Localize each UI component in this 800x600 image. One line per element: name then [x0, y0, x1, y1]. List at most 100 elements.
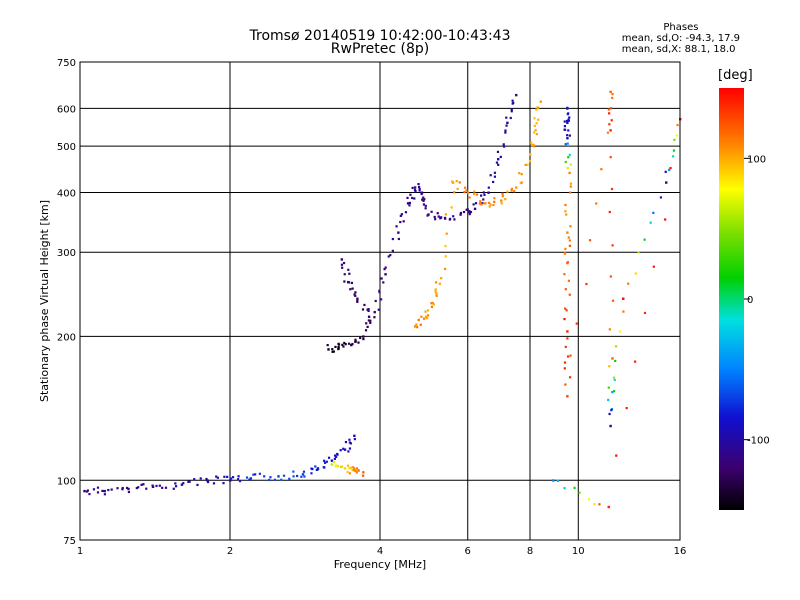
data-point: [384, 266, 387, 269]
data-point: [568, 244, 571, 247]
data-point: [509, 116, 512, 120]
data-point: [664, 218, 667, 221]
data-point: [158, 484, 161, 487]
data-point: [389, 254, 392, 257]
data-point: [342, 261, 346, 265]
data-point: [369, 319, 372, 322]
data-point: [431, 301, 434, 305]
data-point: [205, 477, 208, 481]
data-point: [564, 288, 567, 291]
data-point: [248, 478, 251, 481]
data-point: [423, 198, 426, 201]
data-point: [406, 202, 410, 205]
data-point: [473, 192, 476, 196]
data-point: [354, 338, 357, 341]
data-point: [344, 343, 347, 346]
data-point: [535, 108, 538, 111]
data-point: [489, 203, 492, 206]
data-point: [196, 483, 199, 487]
data-point: [268, 478, 271, 482]
data-point: [430, 305, 434, 308]
data-point: [277, 475, 280, 478]
data-point: [96, 491, 100, 494]
data-point: [434, 290, 437, 293]
data-point: [355, 471, 358, 474]
data-point: [608, 365, 611, 368]
data-point: [563, 367, 566, 370]
data-point: [229, 477, 233, 480]
data-point: [526, 163, 529, 166]
data-point: [424, 315, 428, 318]
x-axis-label: Frequency [MHz]: [334, 558, 426, 571]
data-point: [669, 167, 672, 170]
data-point: [422, 199, 425, 202]
data-point: [499, 155, 502, 159]
data-point: [353, 469, 356, 472]
data-point: [411, 186, 414, 190]
data-point: [439, 216, 443, 219]
data-point: [373, 310, 376, 314]
data-point: [569, 163, 572, 166]
x-tick-label: 6: [465, 546, 471, 557]
data-point: [659, 196, 662, 199]
x-tick-label: 4: [377, 546, 383, 557]
data-point: [611, 391, 614, 394]
data-point: [331, 350, 334, 353]
colorbar-tick-label: 0: [747, 295, 753, 306]
data-point: [418, 187, 421, 191]
data-point: [301, 473, 305, 476]
data-point: [568, 171, 571, 175]
data-point: [341, 343, 344, 346]
data-point: [518, 172, 521, 175]
data-point: [482, 191, 485, 194]
data-point: [493, 171, 497, 174]
data-point: [350, 281, 354, 285]
data-point: [349, 288, 352, 291]
data-point: [408, 204, 411, 207]
data-point: [450, 206, 453, 209]
data-point: [354, 470, 357, 473]
data-point: [182, 482, 185, 485]
data-point: [151, 484, 154, 487]
data-point: [614, 359, 617, 363]
data-point: [164, 486, 168, 489]
data-point: [380, 298, 383, 301]
data-point: [564, 345, 567, 349]
data-point: [417, 183, 420, 186]
data-point: [452, 215, 455, 218]
data-point: [496, 150, 500, 153]
data-point: [615, 454, 618, 457]
data-point: [501, 195, 504, 198]
data-point: [127, 490, 131, 494]
data-point: [399, 220, 402, 224]
data-point: [414, 190, 417, 193]
data-point: [610, 187, 614, 191]
data-point: [567, 156, 570, 159]
data-point: [413, 186, 417, 189]
data-point: [564, 203, 567, 207]
data-point: [618, 330, 622, 333]
data-point: [337, 343, 341, 346]
data-point: [567, 129, 570, 132]
data-point: [609, 129, 612, 132]
data-point: [193, 478, 196, 481]
data-point: [332, 460, 336, 464]
data-point: [327, 456, 331, 459]
data-point: [585, 282, 588, 286]
data-point: [351, 287, 354, 290]
data-point: [83, 489, 86, 493]
data-point: [302, 470, 306, 473]
data-point: [172, 487, 175, 490]
data-point: [611, 357, 614, 360]
data-point: [336, 465, 339, 468]
data-point: [424, 310, 427, 313]
data-point: [330, 459, 334, 462]
data-point: [610, 119, 613, 122]
data-point: [409, 193, 412, 196]
data-point: [310, 472, 313, 475]
data-point: [404, 211, 408, 214]
data-point: [673, 138, 676, 141]
data-point: [473, 190, 476, 193]
data-point: [484, 202, 487, 205]
y-tick-label: 600: [57, 104, 76, 115]
